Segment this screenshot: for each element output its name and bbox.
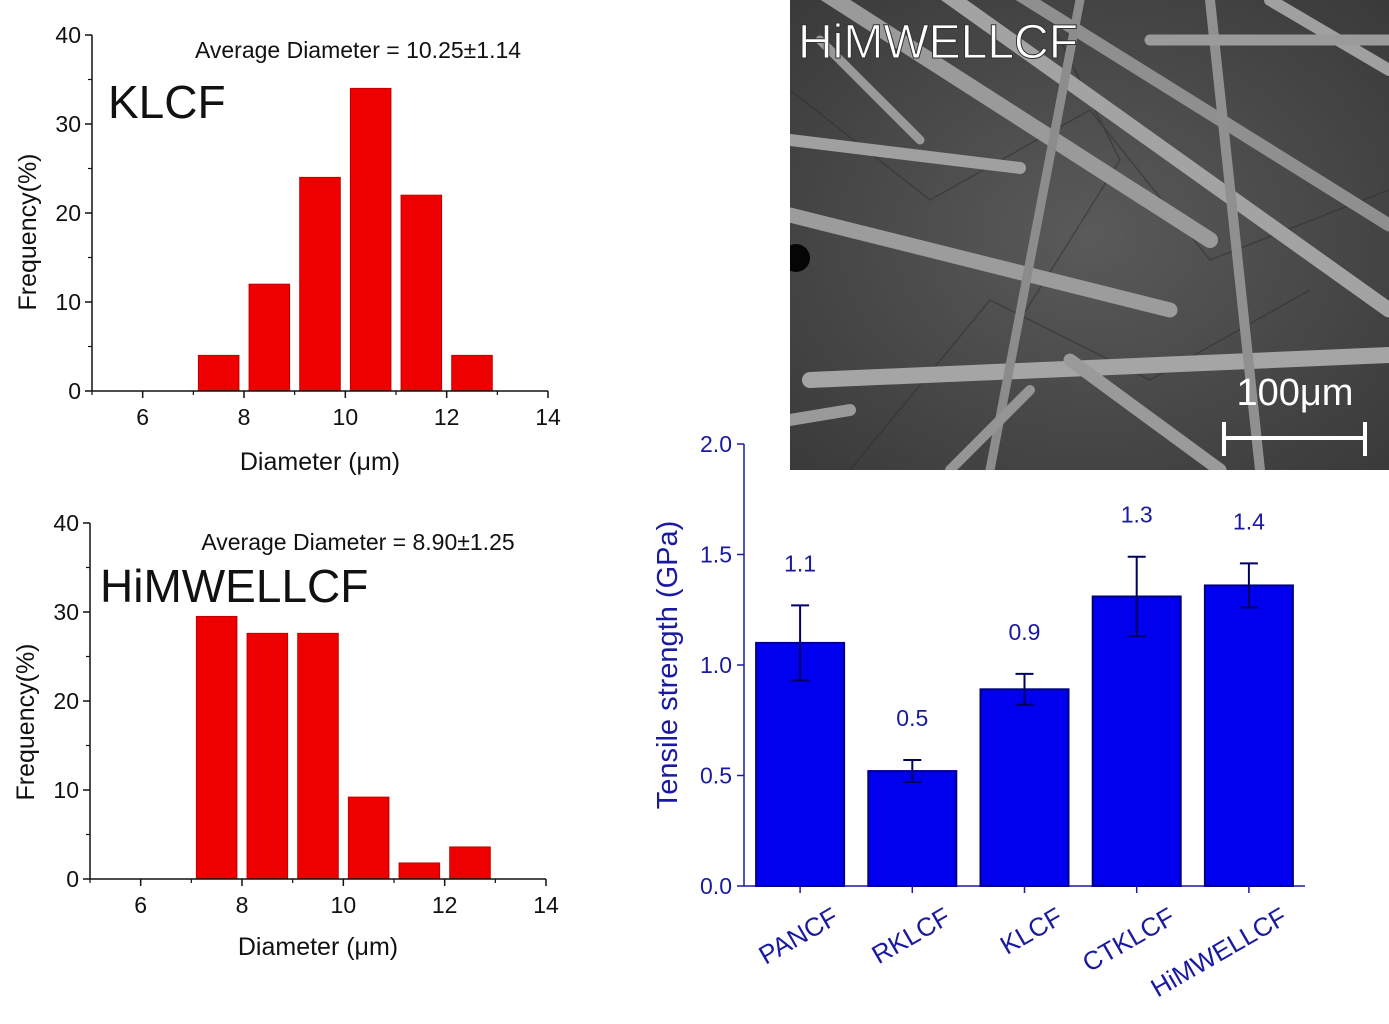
hist2-x-tick-label: 10 bbox=[331, 892, 357, 918]
tensile-error-bar-klcf bbox=[1015, 672, 1034, 706]
tensile-error-bar-ctklcf bbox=[1127, 555, 1146, 638]
sem-fiber-image: HiMWELLCF 100μm bbox=[790, 0, 1389, 470]
tensile-y-tick-label: 1.5 bbox=[700, 542, 732, 568]
tensile-value-label: 0.5 bbox=[896, 705, 928, 731]
hist1-bar-5 bbox=[400, 194, 443, 392]
tensile-value-label: 1.1 bbox=[784, 550, 816, 576]
hist2-y-axis-label: Frequency(%) bbox=[12, 644, 40, 801]
hist2-x-axis-label: Diameter (μm) bbox=[238, 933, 398, 961]
hist2-bar-4 bbox=[347, 796, 390, 880]
hist2-y-tick-label: 20 bbox=[53, 688, 79, 714]
hist2-bar-1 bbox=[195, 615, 238, 880]
sem-label: HiMWELLCF bbox=[798, 16, 1078, 69]
tensile-y-tick-label: 0.5 bbox=[700, 763, 732, 789]
hist1-x-tick-label: 10 bbox=[333, 404, 359, 430]
himwellcf-diameter-histogram: Average Diameter = 8.90±1.25 HiMWELLCF D… bbox=[12, 510, 559, 961]
tensile-y-axis-label: Tensile strength (GPa) bbox=[652, 521, 684, 810]
hist2-y-tick-label: 30 bbox=[53, 599, 79, 625]
hist1-bar-2 bbox=[248, 283, 291, 392]
hist2-bar-3 bbox=[297, 632, 339, 880]
tensile-value-label: 1.3 bbox=[1121, 502, 1153, 528]
tensile-error-bar-rklcf bbox=[903, 759, 922, 784]
hist1-y-tick-label: 30 bbox=[55, 111, 81, 137]
hist2-bar-6 bbox=[449, 846, 491, 880]
hist2-y-tick-label: 40 bbox=[53, 510, 79, 536]
tensile-strength-chart: Tensile strength (GPa) 0.0 0.5 1.0 1.5 2.0 1.… bbox=[652, 431, 1305, 1003]
hist2-panel-label: HiMWELLCF bbox=[100, 560, 368, 612]
hist1-y-tick-label: 10 bbox=[55, 289, 81, 315]
hist1-y-tick-label: 20 bbox=[55, 200, 81, 226]
hist1-y-tick-label: 40 bbox=[55, 22, 81, 48]
klcf-diameter-histogram: Average Diameter = 10.25±1.14 KLCF Diame… bbox=[14, 22, 561, 476]
hist1-x-tick-label: 6 bbox=[136, 404, 149, 430]
hist1-bar-1 bbox=[197, 354, 240, 392]
hist1-x-tick-label: 8 bbox=[238, 404, 251, 430]
hist1-bar-4 bbox=[349, 87, 392, 392]
tensile-y-tick-label: 1.0 bbox=[700, 652, 732, 678]
hist1-y-axis-label: Frequency(%) bbox=[14, 154, 42, 311]
tensile-bar-ctklcf bbox=[1091, 595, 1182, 888]
tensile-category-label: RKLCF bbox=[866, 901, 955, 970]
hist1-bar-6 bbox=[451, 354, 493, 392]
hist2-bar-5 bbox=[398, 862, 441, 880]
hist2-y-tick-label: 0 bbox=[66, 866, 79, 892]
sem-micrograph: HiMWELLCF 100μm bbox=[790, 0, 1389, 470]
hist1-y-tick-label: 0 bbox=[68, 378, 81, 404]
tensile-error-bar-pancf bbox=[791, 604, 810, 682]
tensile-error-bar-himwellcf bbox=[1239, 562, 1258, 609]
tensile-value-label: 1.4 bbox=[1233, 508, 1265, 534]
tensile-bar-rklcf bbox=[867, 770, 958, 887]
hist1-x-tick-label: 12 bbox=[434, 404, 460, 430]
sem-scale-bar bbox=[1222, 422, 1367, 456]
hist2-x-tick-label: 12 bbox=[432, 892, 458, 918]
hist2-bar-2 bbox=[246, 632, 289, 880]
tensile-y-tick-label: 2.0 bbox=[700, 431, 732, 457]
hist1-bar-3 bbox=[299, 176, 341, 392]
hist1-x-axis-label: Diameter (μm) bbox=[240, 448, 400, 476]
tensile-bar-klcf bbox=[979, 688, 1070, 887]
hist2-y-tick-label: 10 bbox=[53, 777, 79, 803]
hist1-x-tick-label: 14 bbox=[535, 404, 561, 430]
hist2-x-tick-label: 14 bbox=[533, 892, 559, 918]
hist2-x-tick-label: 6 bbox=[134, 892, 147, 918]
hist2-annotation: Average Diameter = 8.90±1.25 bbox=[201, 529, 514, 555]
tensile-value-label: 0.9 bbox=[1009, 619, 1041, 645]
tensile-category-label: KLCF bbox=[995, 901, 1068, 960]
hist1-panel-label: KLCF bbox=[108, 76, 226, 128]
hist1-annotation: Average Diameter = 10.25±1.14 bbox=[195, 37, 521, 63]
sem-scale-bar-label: 100μm bbox=[1237, 372, 1354, 414]
hist2-x-tick-label: 8 bbox=[236, 892, 249, 918]
tensile-bar-himwellcf bbox=[1203, 584, 1294, 887]
tensile-y-tick-label: 0.0 bbox=[700, 873, 732, 899]
tensile-category-label: PANCF bbox=[753, 901, 843, 970]
